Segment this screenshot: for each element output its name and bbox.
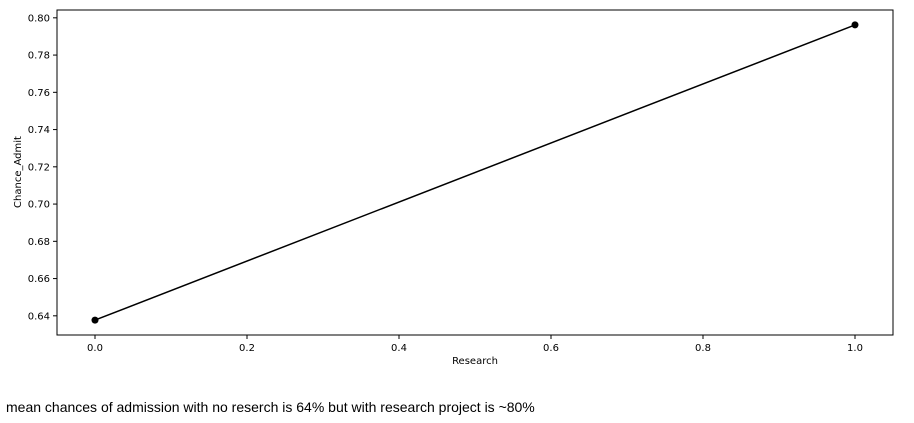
y-tick-label: 0.70 [28, 200, 50, 211]
x-tick-label: 0.6 [543, 343, 559, 354]
data-point [91, 316, 99, 324]
x-axis-ticks: 0.0 0.2 0.4 0.6 0.8 1.0 [87, 335, 863, 354]
series-layer [91, 21, 859, 324]
y-tick-label: 0.66 [28, 274, 50, 285]
x-axis-label: Research [452, 356, 498, 367]
y-tick-label: 0.80 [28, 13, 50, 24]
y-tick-label: 0.74 [28, 125, 50, 136]
x-tick-label: 0.4 [391, 343, 407, 354]
line-chart: 0.0 0.2 0.4 0.6 0.8 1.0 0.640.660.680.700.720… [13, 9, 894, 367]
data-point [851, 21, 859, 29]
y-tick-label: 0.64 [28, 311, 50, 322]
chart-container: 0.0 0.2 0.4 0.6 0.8 1.0 0.64 0.66 0.68 0.70 0.72 0… [13, 9, 894, 367]
series-line [94, 24, 856, 321]
y-tick-label: 0.78 [28, 51, 50, 62]
y-tick-label: 0.76 [28, 88, 50, 99]
caption-text: mean chances of admission with no reserc… [6, 399, 535, 415]
x-tick-label: 0.8 [695, 343, 711, 354]
x-tick-label: 0.0 [87, 343, 103, 354]
x-tick-label: 0.2 [239, 343, 255, 354]
x-tick-label: 1.0 [847, 343, 863, 354]
y-tick-label: 0.72 [28, 162, 50, 173]
y-tick-label: 0.68 [28, 237, 50, 248]
y-axis-label: Chance_Admit [13, 136, 24, 208]
y-axis-ticks: 0.64 0.66 0.68 0.70 0.72 0.74 0.76 0.78 0.80 [28, 13, 57, 322]
